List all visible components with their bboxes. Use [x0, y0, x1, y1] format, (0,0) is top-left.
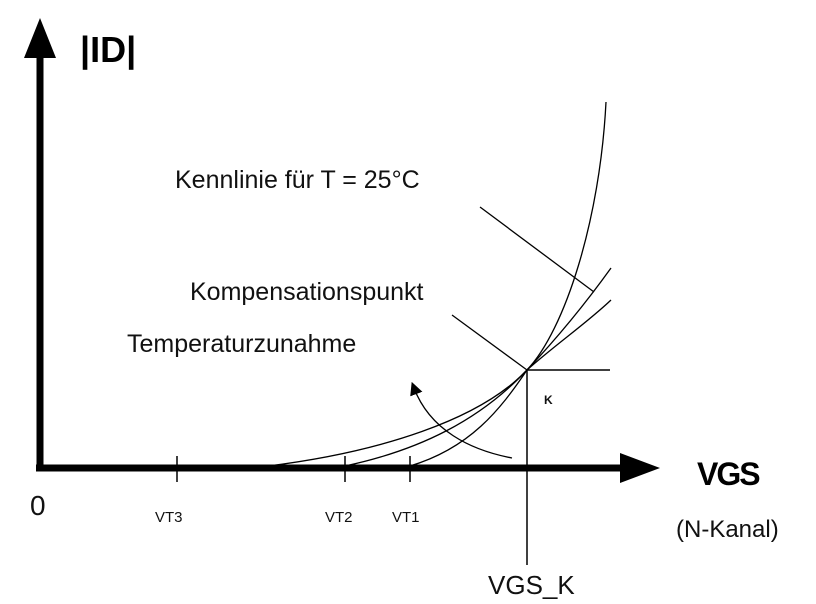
tick-label-vt2: VT2 — [325, 509, 353, 526]
kennlinie-leader — [479, 206, 595, 293]
kennlinie-label: Kennlinie für T = 25°C — [175, 166, 420, 194]
x-axis-arrowhead — [620, 453, 660, 483]
x-axis-sublabel: (N-Kanal) — [676, 516, 779, 543]
curve-vt1 — [409, 299, 612, 467]
origin-label: 0 — [30, 490, 46, 521]
temperaturzunahme-label: Temperaturzunahme — [127, 330, 356, 358]
kompensationspunkt-leader — [451, 314, 528, 371]
y-axis-label: |ID| — [80, 29, 136, 71]
y-axis-arrowhead — [24, 18, 56, 58]
curve-vt2 — [344, 267, 612, 467]
temperature-arrow — [410, 381, 513, 459]
point-k-label: K — [544, 393, 553, 407]
kompensationspunkt-label: Kompensationspunkt — [190, 278, 424, 306]
tick-label-vgs-k: VGS_K — [488, 570, 575, 600]
tick-label-vt3: VT3 — [155, 509, 183, 526]
x-axis-label: VGS — [697, 456, 760, 492]
tick-label-vt1: VT1 — [392, 509, 420, 526]
